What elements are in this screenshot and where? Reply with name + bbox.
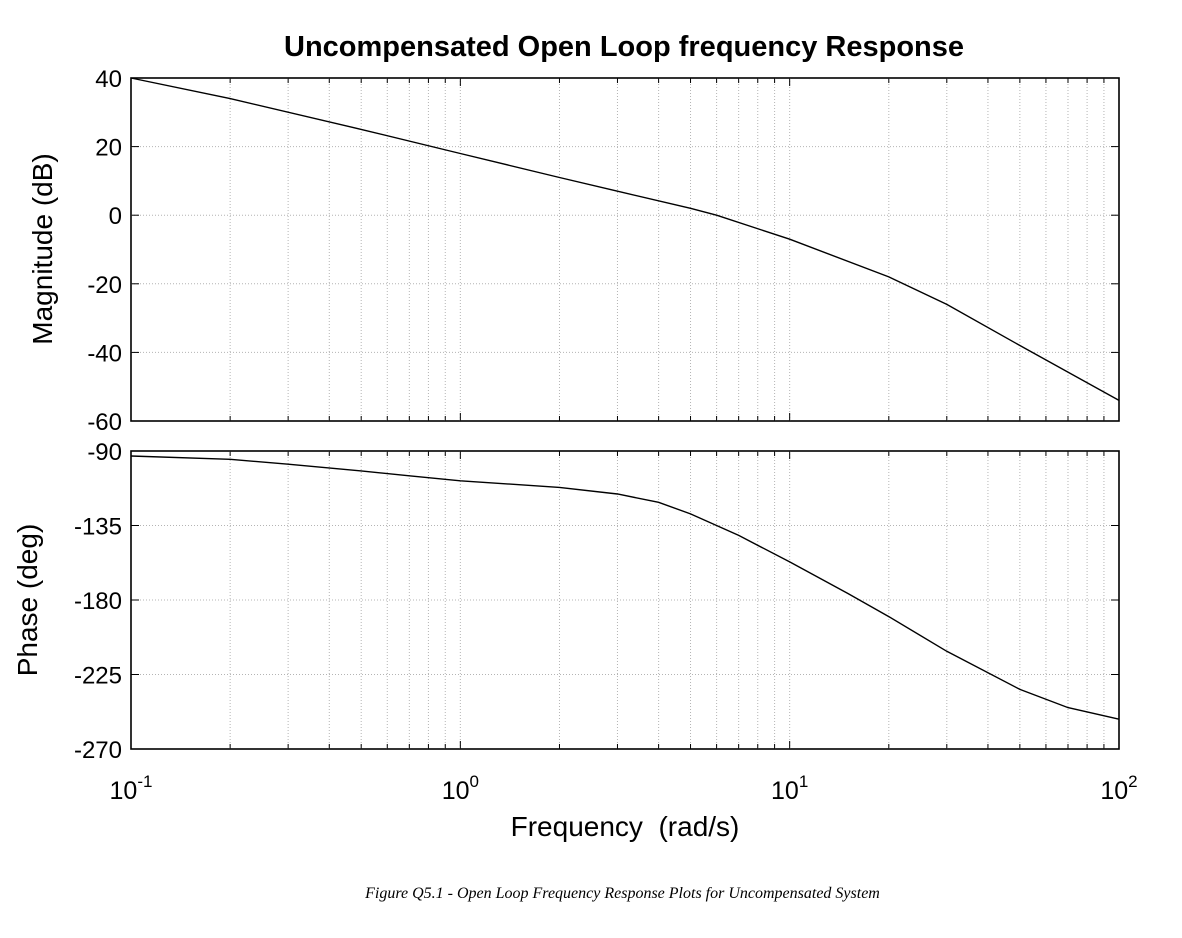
magnitude-y-tick-labels: 40 20 0 -20 -40 -60 xyxy=(87,66,122,436)
mag-y-tick-label: -40 xyxy=(87,340,122,367)
phase-y-axis-label: Phase (deg) xyxy=(12,524,43,677)
mag-y-tick-label: 40 xyxy=(95,66,122,93)
frequency-tick-label: 101 xyxy=(771,772,808,805)
mag-y-tick-label: -60 xyxy=(87,409,122,436)
magnitude-grid xyxy=(131,78,1119,421)
frequency-axis-label: Frequency (rad/s) xyxy=(511,811,740,842)
mag-y-tick-label: -20 xyxy=(87,272,122,299)
phase-y-tick-label: -135 xyxy=(74,514,122,541)
magnitude-series-line xyxy=(130,77,1120,402)
chart-title: Uncompensated Open Loop frequency Respon… xyxy=(284,31,964,63)
mag-y-tick-label: 0 xyxy=(109,203,122,230)
phase-y-tick-label: -90 xyxy=(87,439,122,466)
frequency-tick-label: 10-1 xyxy=(110,772,153,805)
mag-y-tick-label: 20 xyxy=(95,135,122,162)
magnitude-plot: 40 20 0 -20 -40 -60 Magnitude (dB) xyxy=(27,66,1120,436)
magnitude-axes-box xyxy=(130,77,1120,422)
figure-caption: Figure Q5.1 - Open Loop Frequency Respon… xyxy=(365,885,880,902)
frequency-tick-label: 100 xyxy=(442,772,479,805)
phase-y-tick-labels: -90 -135 -180 -225 -270 xyxy=(74,439,122,764)
phase-y-tick-label: -270 xyxy=(74,737,122,764)
frequency-tick-labels: 10-1 100 101 102 xyxy=(110,772,1138,805)
magnitude-ticks xyxy=(130,77,1120,422)
phase-ticks xyxy=(130,450,1120,750)
magnitude-y-axis-label: Magnitude (dB) xyxy=(27,153,58,344)
phase-axes-box xyxy=(130,450,1120,750)
phase-y-tick-label: -225 xyxy=(74,663,122,690)
phase-plot: -90-135-180-225-270 Phase (deg) 10-1 100 1… xyxy=(12,439,1138,842)
frequency-tick-label: 102 xyxy=(1100,772,1137,805)
phase-series-line xyxy=(130,455,1120,720)
phase-y-tick-label: -180 xyxy=(74,588,122,615)
